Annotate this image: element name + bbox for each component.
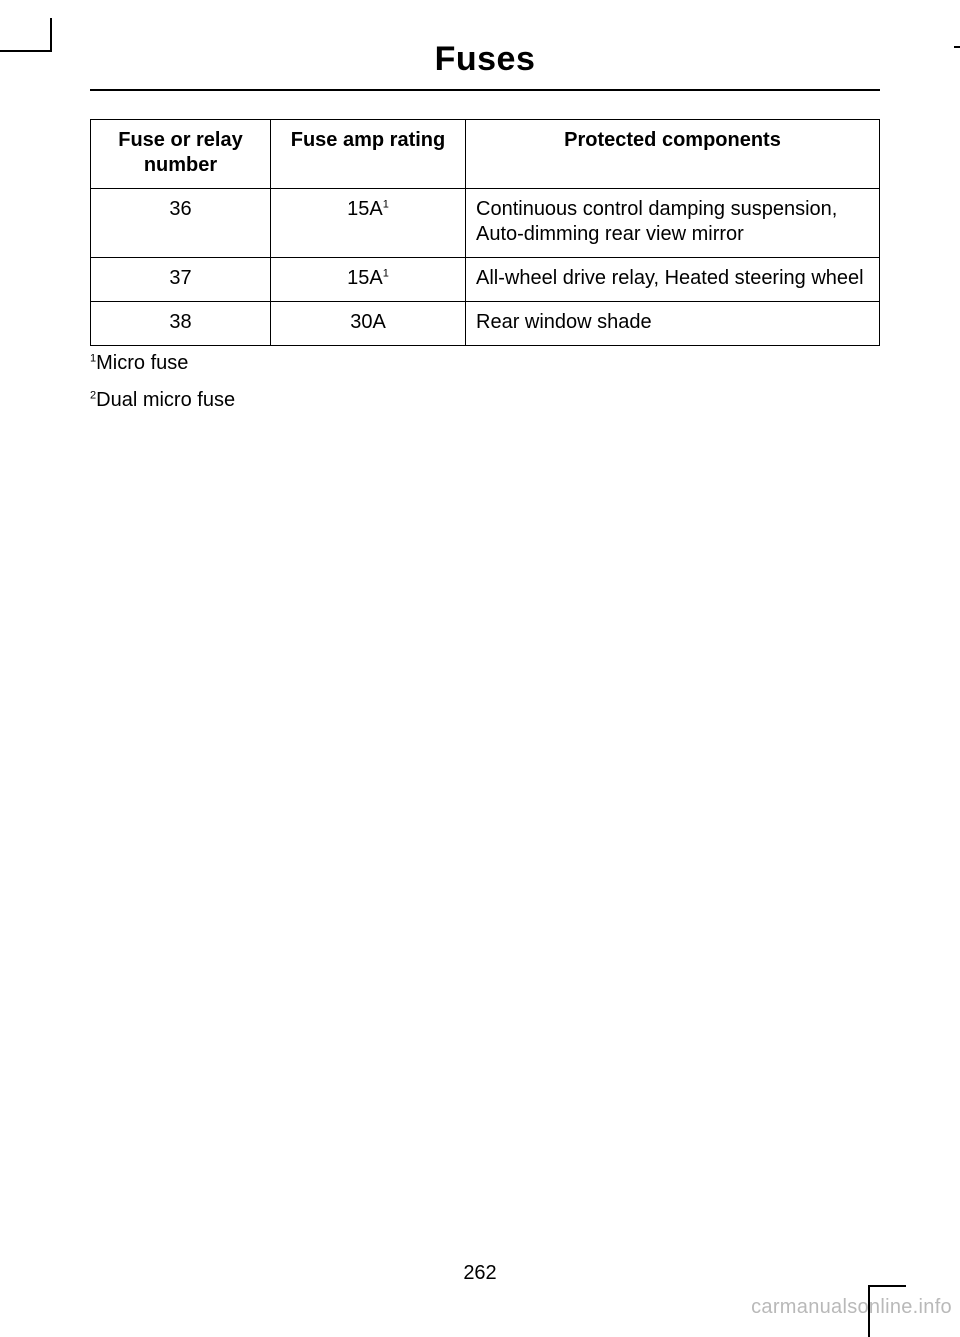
fuse-table: Fuse or relay number Fuse amp rating Pro… (90, 119, 880, 346)
cell-components: Rear window shade (466, 302, 880, 346)
table-row: 37 15A1 All-wheel drive relay, Heated st… (91, 258, 880, 302)
cell-amp-rating: 30A (271, 302, 466, 346)
cell-fuse-number: 37 (91, 258, 271, 302)
page-title: Fuses (90, 40, 880, 89)
page-content: Fuses Fuse or relay number Fuse amp rati… (90, 40, 880, 426)
cell-components: All-wheel drive relay, Heated steering w… (466, 258, 880, 302)
cell-amp-rating: 15A1 (271, 189, 466, 258)
header-fuse-number-l2: number (144, 154, 217, 176)
header-amp-rating: Fuse amp rating (271, 120, 466, 189)
footnote-text: Micro fuse (96, 352, 188, 374)
header-protected-components: Protected components (466, 120, 880, 189)
watermark: carmanualsonline.info (751, 1296, 952, 1319)
amp-footnote-ref: 1 (383, 267, 389, 279)
cell-fuse-number: 38 (91, 302, 271, 346)
table-header-row: Fuse or relay number Fuse amp rating Pro… (91, 120, 880, 189)
cell-amp-rating: 15A1 (271, 258, 466, 302)
cell-components: Continuous control damping suspen­sion, … (466, 189, 880, 258)
footnote: 2Dual micro fuse (90, 389, 880, 412)
amp-footnote-ref: 1 (383, 198, 389, 210)
amp-value: 30A (350, 311, 386, 333)
crop-tick-right (954, 46, 960, 48)
amp-value: 15A (347, 198, 383, 220)
crop-mark-top-left (0, 18, 52, 52)
amp-value: 15A (347, 267, 383, 289)
footnote-text: Dual micro fuse (96, 389, 235, 411)
header-fuse-number-l1: Fuse or relay (118, 129, 243, 151)
table-row: 38 30A Rear window shade (91, 302, 880, 346)
table-row: 36 15A1 Continuous control damping suspe… (91, 189, 880, 258)
cell-fuse-number: 36 (91, 189, 271, 258)
title-rule (90, 89, 880, 91)
page-number: 262 (0, 1262, 960, 1285)
footnotes: 1Micro fuse 2Dual micro fuse (90, 352, 880, 412)
footnote: 1Micro fuse (90, 352, 880, 375)
header-fuse-number: Fuse or relay number (91, 120, 271, 189)
